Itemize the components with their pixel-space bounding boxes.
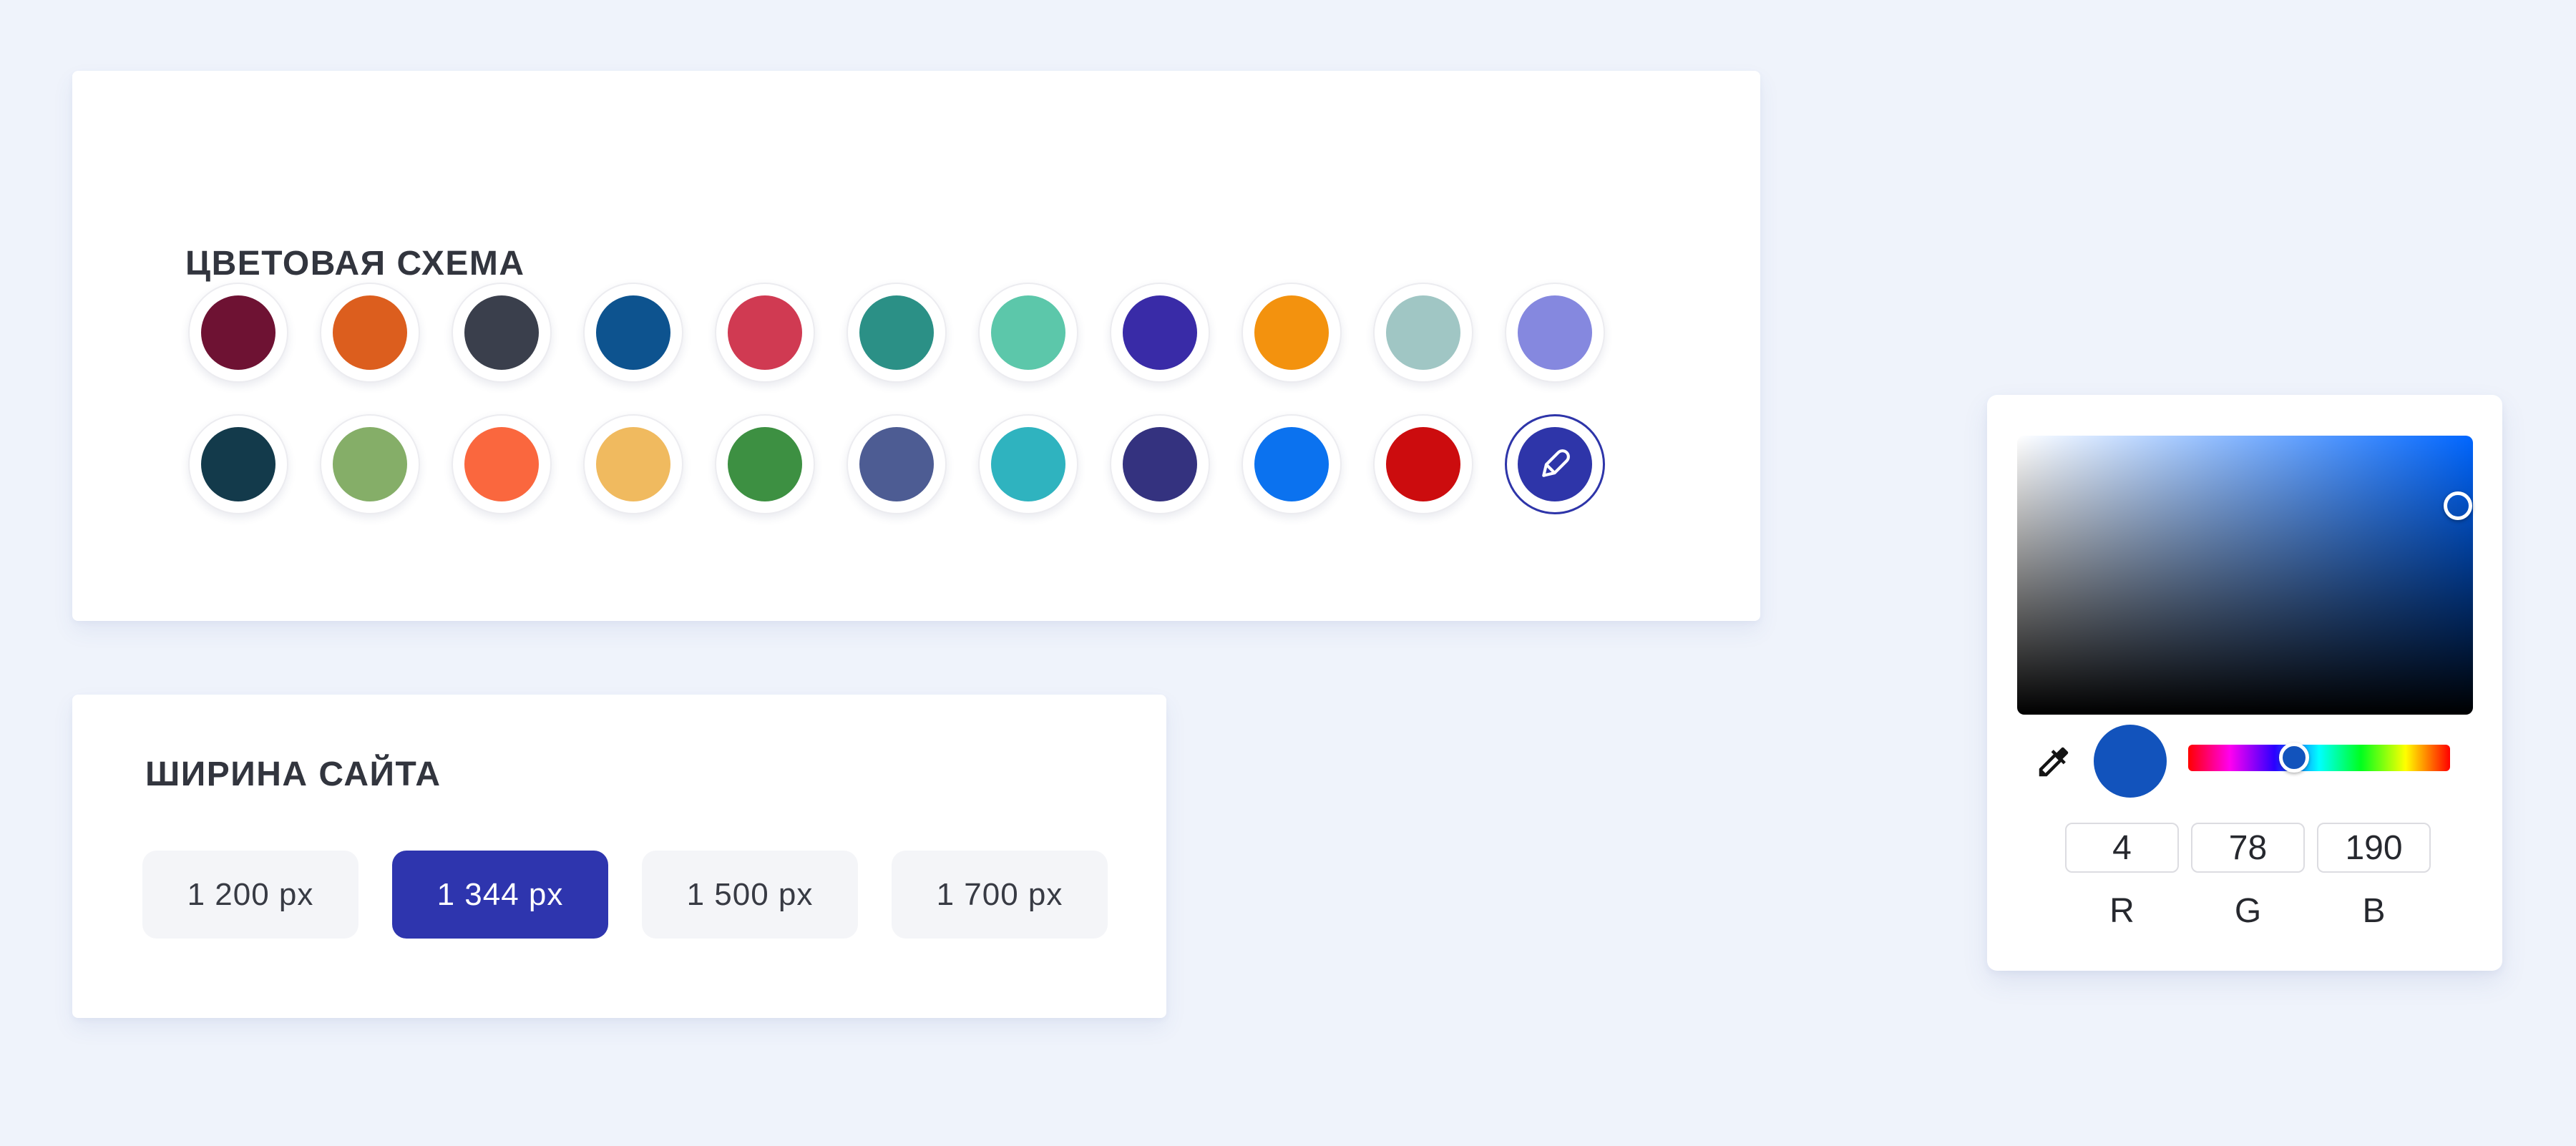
swatch-color-dot [596,427,670,501]
rgb-value-input-g[interactable] [2191,823,2305,873]
rgb-value-input-b[interactable] [2317,823,2431,873]
swatch-row [188,283,1605,383]
color-swatch[interactable] [1505,283,1605,383]
swatch-color-dot [1386,427,1460,501]
swatch-color-dot [201,427,275,501]
color-swatch[interactable] [188,283,288,383]
color-swatch[interactable] [715,414,815,514]
rgb-input-group: R [2065,823,2179,931]
eyedropper-icon[interactable] [2034,743,2073,781]
swatch-color-dot [464,427,539,501]
site-width-option[interactable]: 1 500 px [642,851,858,939]
swatch-color-dot [859,427,934,501]
color-swatch[interactable] [583,283,683,383]
color-swatch[interactable] [320,283,420,383]
rgb-input-group: G [2191,823,2305,931]
site-width-option[interactable]: 1 700 px [892,851,1108,939]
color-swatch[interactable] [1110,414,1210,514]
color-swatch[interactable] [715,283,815,383]
color-swatch[interactable] [1110,283,1210,383]
swatch-color-dot [991,295,1065,370]
swatch-color-dot [596,295,670,370]
swatch-color-dot [333,427,407,501]
sv-cursor[interactable] [2443,491,2472,520]
color-swatch[interactable] [188,414,288,514]
swatch-color-dot [1518,427,1592,501]
swatch-color-dot [728,295,802,370]
color-swatch[interactable] [847,283,947,383]
swatch-color-dot [1518,295,1592,370]
color-swatch[interactable] [583,414,683,514]
color-picker-panel: RGB [1987,395,2502,971]
swatch-color-dot [1123,295,1197,370]
swatch-color-dot [1254,295,1329,370]
swatch-color-dot [1123,427,1197,501]
rgb-channel-label: B [2362,892,2386,930]
swatch-color-dot [333,295,407,370]
color-swatch[interactable] [847,414,947,514]
color-swatch[interactable] [1373,283,1473,383]
swatch-color-dot [859,295,934,370]
color-swatch[interactable] [978,414,1078,514]
rgb-channel-label: G [2234,892,2262,930]
color-swatch[interactable] [320,414,420,514]
rgb-value-input-r[interactable] [2065,823,2179,873]
swatch-color-dot [201,295,275,370]
color-swatch[interactable] [452,414,552,514]
swatch-color-dot [1386,295,1460,370]
color-swatch[interactable] [1241,414,1342,514]
rgb-inputs: RGB [2065,823,2431,931]
custom-color-swatch-selected[interactable] [1505,414,1605,514]
color-scheme-card: ЦВЕТОВАЯ СХЕМА [72,71,1760,621]
site-width-title: ШИРИНА САЙТА [145,755,441,793]
rgb-channel-label: R [2109,892,2135,930]
swatch-color-dot [728,427,802,501]
swatch-color-dot [464,295,539,370]
swatch-color-dot [991,427,1065,501]
saturation-value-area[interactable] [2017,436,2473,715]
swatch-color-dot [1254,427,1329,501]
site-width-options: 1 200 px 1 344 px 1 500 px 1 700 px [142,851,1108,939]
hue-slider-thumb[interactable] [2278,743,2309,773]
site-width-card: ШИРИНА САЙТА 1 200 px 1 344 px 1 500 px 1 7… [72,695,1166,1018]
pencil-eyedropper-icon [1542,449,1570,477]
current-color-preview [2094,725,2167,798]
site-width-option[interactable]: 1 344 px [392,851,608,939]
site-width-option[interactable]: 1 200 px [142,851,358,939]
color-swatch[interactable] [452,283,552,383]
color-swatch[interactable] [1241,283,1342,383]
rgb-input-group: B [2317,823,2431,931]
color-swatch[interactable] [978,283,1078,383]
color-swatch[interactable] [1373,414,1473,514]
swatch-grid [188,283,1605,514]
hue-slider[interactable] [2188,743,2450,773]
color-scheme-title: ЦВЕТОВАЯ СХЕМА [185,245,525,283]
swatch-row [188,414,1605,514]
